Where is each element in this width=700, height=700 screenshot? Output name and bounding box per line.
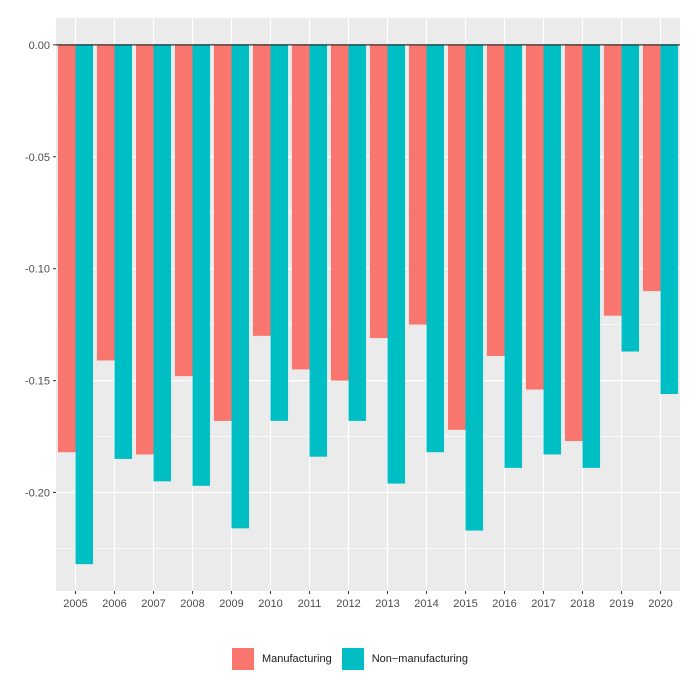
legend-label-non-manufacturing: Non−manufacturing bbox=[371, 653, 469, 665]
y-tick-label: -0.05 bbox=[25, 152, 50, 164]
x-tick-label: 2015 bbox=[453, 598, 477, 610]
legend-label-manufacturing: Manufacturing bbox=[261, 653, 332, 665]
y-axis: 0.00 -0.05 -0.10 -0.15 -0.20 bbox=[25, 40, 56, 500]
bar-manufacturing bbox=[642, 44, 661, 292]
x-tick-label: 2012 bbox=[336, 598, 360, 610]
x-tick-label: 2019 bbox=[609, 598, 633, 610]
bar-non-manufacturing bbox=[465, 44, 484, 531]
x-tick-label: 2007 bbox=[141, 598, 165, 610]
bar-manufacturing bbox=[174, 44, 193, 377]
x-tick-label: 2009 bbox=[219, 598, 243, 610]
x-tick-label: 2010 bbox=[258, 598, 282, 610]
legend-key-non-manufacturing bbox=[341, 648, 364, 670]
x-tick-label: 2011 bbox=[298, 598, 322, 610]
bar-non-manufacturing bbox=[348, 44, 367, 421]
legend-key-manufacturing bbox=[231, 648, 254, 670]
x-axis: 2005 2006 2007 2008 2009 2010 2011 2012 2013 2014… bbox=[63, 591, 673, 610]
y-tick-label: -0.15 bbox=[25, 376, 50, 388]
x-tick-label: 2020 bbox=[648, 598, 672, 610]
bar-non-manufacturing bbox=[621, 44, 640, 352]
bar-manufacturing bbox=[57, 44, 76, 453]
bar-non-manufacturing bbox=[387, 44, 406, 484]
y-tick-label: 0.00 bbox=[29, 40, 50, 52]
bar-non-manufacturing bbox=[504, 44, 523, 468]
x-tick-label: 2008 bbox=[180, 598, 204, 610]
bar-non-manufacturing bbox=[114, 44, 133, 459]
bar-manufacturing bbox=[525, 44, 544, 390]
legend-item-manufacturing: Manufacturing bbox=[231, 648, 332, 670]
bar-non-manufacturing bbox=[660, 44, 679, 395]
bar-non-manufacturing bbox=[231, 44, 250, 529]
bar-non-manufacturing bbox=[153, 44, 172, 482]
bar-manufacturing bbox=[564, 44, 583, 442]
bar-manufacturing bbox=[408, 44, 427, 325]
bar-manufacturing bbox=[213, 44, 232, 421]
bar-manufacturing bbox=[291, 44, 310, 370]
bar-manufacturing bbox=[135, 44, 154, 455]
bar-non-manufacturing bbox=[582, 44, 601, 468]
y-tick-label: -0.20 bbox=[25, 488, 50, 500]
bar-non-manufacturing bbox=[426, 44, 445, 453]
bar-non-manufacturing bbox=[192, 44, 211, 486]
bar-manufacturing bbox=[486, 44, 505, 356]
legend: Manufacturing Non−manufacturing bbox=[0, 648, 700, 670]
bar-non-manufacturing bbox=[543, 44, 562, 455]
x-tick-label: 2016 bbox=[492, 598, 516, 610]
x-tick-label: 2006 bbox=[102, 598, 126, 610]
x-tick-label: 2013 bbox=[375, 598, 399, 610]
x-tick-label: 2005 bbox=[63, 598, 87, 610]
bar-non-manufacturing bbox=[270, 44, 289, 421]
bar-manufacturing bbox=[252, 44, 271, 336]
bar-manufacturing bbox=[330, 44, 349, 381]
bar-non-manufacturing bbox=[309, 44, 328, 457]
x-tick-label: 2017 bbox=[531, 598, 555, 610]
bar-manufacturing bbox=[447, 44, 466, 430]
bar-manufacturing bbox=[369, 44, 388, 339]
x-tick-label: 2014 bbox=[414, 598, 438, 610]
y-tick-label: -0.10 bbox=[25, 264, 50, 276]
bar-non-manufacturing bbox=[75, 44, 94, 565]
bar-manufacturing bbox=[96, 44, 115, 361]
bar-chart: 0.00-0.05-0.10-0.15-0.20 2005 2006 2007 200… bbox=[25, 18, 680, 610]
bar-manufacturing bbox=[603, 44, 622, 316]
legend-item-non-manufacturing: Non−manufacturing bbox=[341, 648, 469, 670]
x-tick-label: 2018 bbox=[570, 598, 594, 610]
bars bbox=[57, 44, 679, 565]
